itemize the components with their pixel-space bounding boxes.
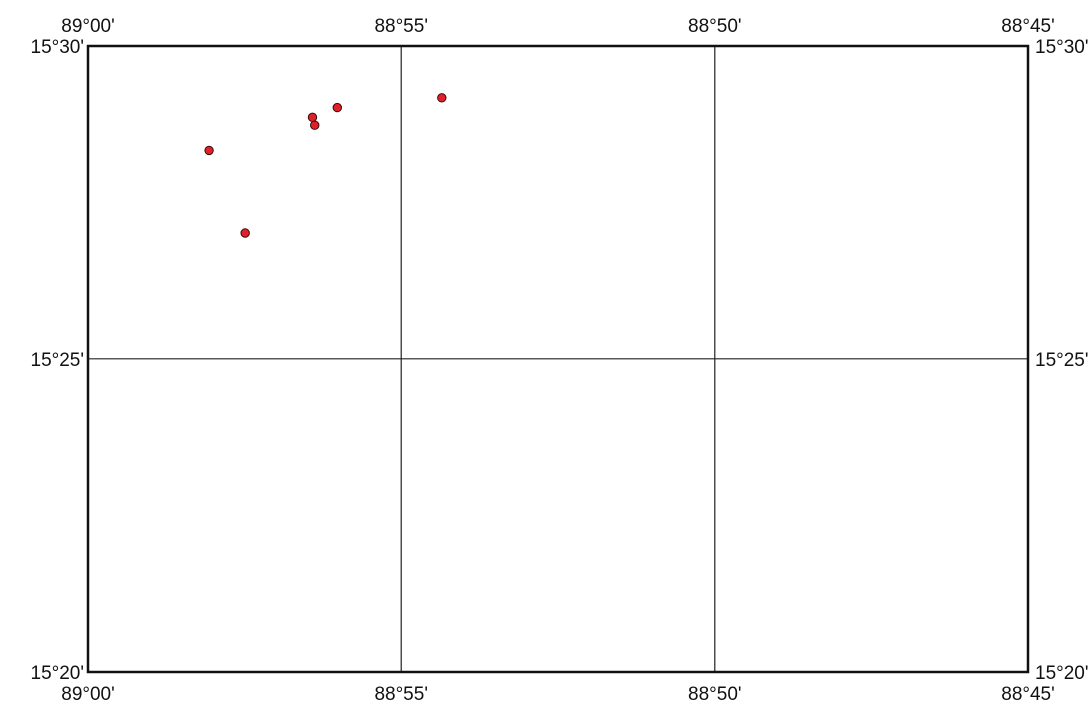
bottom-longitude-label: 88°50': [688, 684, 742, 705]
right-latitude-label: 15°20': [1035, 663, 1089, 684]
graticule-lines: [88, 46, 1028, 672]
coordinate-labels: 89°00' 88°55' 88°50' 88°45' 89°00' 88°55' 88°5…: [31, 16, 1089, 705]
left-latitude-label: 15°30': [31, 37, 85, 58]
top-longitude-label: 88°50': [688, 16, 742, 37]
map-point[interactable]: [204, 145, 214, 156]
bottom-longitude-label: 89°00': [61, 684, 115, 705]
top-longitude-label: 88°55': [374, 16, 428, 37]
map-frame: [86, 44, 1030, 674]
map-point[interactable]: [240, 228, 250, 238]
right-latitude-label: 15°30': [1035, 37, 1089, 58]
left-latitude-label: 15°25': [31, 350, 85, 371]
top-longitude-label: 88°45': [1001, 16, 1055, 37]
map-point[interactable]: [332, 102, 342, 113]
map-point[interactable]: [310, 120, 320, 130]
left-latitude-label: 15°20': [31, 663, 85, 684]
point-layer: [204, 93, 447, 238]
map-point[interactable]: [307, 112, 318, 123]
top-longitude-label: 89°00': [61, 16, 115, 37]
bottom-longitude-label: 88°45': [1001, 684, 1055, 705]
right-latitude-label: 15°25': [1035, 350, 1089, 371]
bottom-longitude-label: 88°55': [374, 684, 428, 705]
map-point[interactable]: [437, 93, 447, 103]
